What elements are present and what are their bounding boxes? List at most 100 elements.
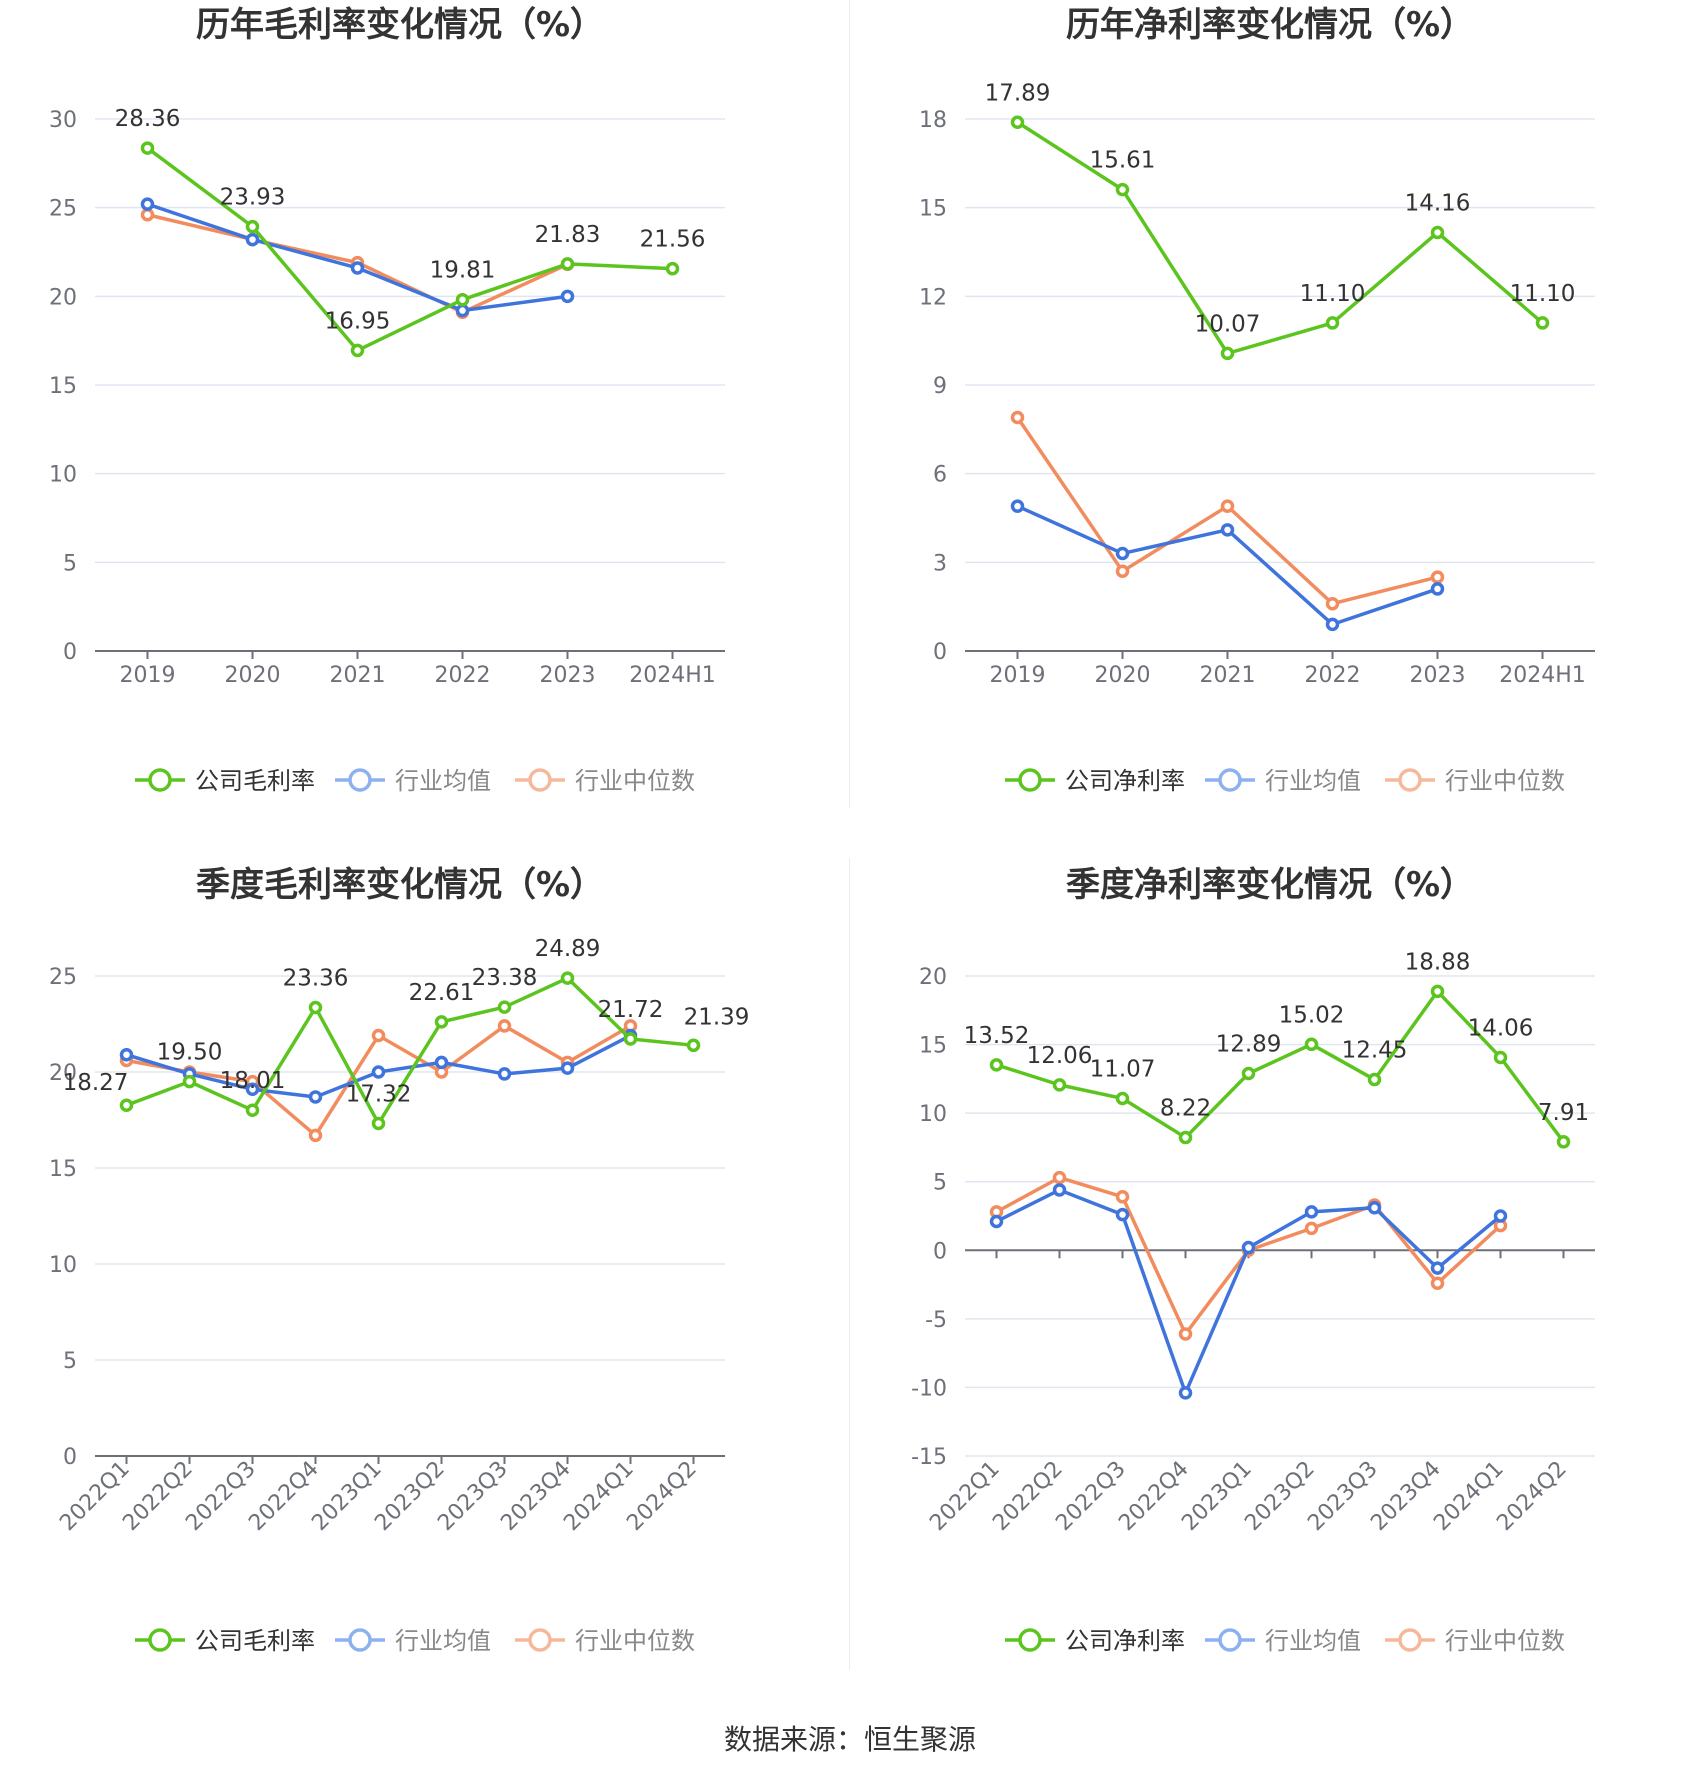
y-tick-label: -10 (911, 1376, 947, 1401)
data-label: 23.93 (220, 185, 286, 211)
data-point (1556, 1135, 1571, 1149)
data-point (1220, 523, 1235, 537)
data-point (140, 208, 155, 222)
data-point (686, 1038, 701, 1053)
legend-label: 公司毛利率 (195, 1627, 315, 1655)
data-point (245, 1103, 260, 1117)
y-tick-label: 3 (933, 551, 947, 576)
data-label: 17.89 (985, 80, 1051, 106)
data-point (455, 303, 470, 318)
data-label: 23.36 (283, 965, 349, 991)
data-label: 14.16 (1405, 190, 1471, 216)
data-point (1115, 564, 1130, 578)
data-point (1430, 582, 1445, 596)
x-tick-label: 2020 (225, 663, 281, 688)
series-line (995, 989, 1565, 1143)
x-tick-label: 2022 (1305, 663, 1361, 688)
data-point (434, 1015, 449, 1029)
x-tick-label: 2019 (990, 663, 1046, 688)
y-tick-label: 5 (63, 551, 77, 576)
data-point (1493, 1050, 1508, 1065)
legend-marker (1218, 1628, 1242, 1652)
data-point (1535, 316, 1550, 330)
legend-marker (1218, 768, 1242, 792)
legend-label: 公司净利率 (1065, 1627, 1185, 1655)
y-tick-label: 0 (63, 1445, 77, 1470)
data-point (1304, 1221, 1319, 1236)
legend-marker (1398, 768, 1422, 792)
y-tick-label: 25 (49, 965, 77, 990)
x-tick-label: 2021 (1200, 663, 1256, 688)
y-tick-label: 0 (933, 1239, 947, 1264)
data-label: 21.72 (598, 997, 664, 1023)
data-point (1430, 570, 1445, 584)
x-tick-label: 2023 (540, 663, 596, 688)
data-point (989, 1058, 1004, 1072)
data-label: 21.83 (535, 222, 601, 248)
y-tick-label: 25 (49, 197, 77, 222)
data-point (371, 1065, 386, 1079)
data-point (497, 1000, 512, 1014)
data-point (1220, 346, 1235, 361)
data-point (1010, 410, 1025, 425)
data-point (1325, 316, 1340, 330)
data-point (1115, 1091, 1130, 1106)
data-label: 22.61 (409, 980, 475, 1006)
data-label: 28.36 (115, 106, 181, 132)
y-tick-label: 9 (933, 374, 947, 399)
data-point (455, 292, 470, 307)
data-label: 24.89 (535, 936, 601, 962)
y-tick-label: 12 (919, 285, 947, 310)
data-label: 19.81 (430, 258, 496, 284)
data-label: 19.50 (157, 1040, 223, 1066)
data-point (1367, 1072, 1382, 1087)
data-label: 11.10 (1510, 281, 1576, 307)
x-tick-label: 2020 (1095, 663, 1151, 688)
data-label: 10.07 (1195, 311, 1261, 337)
data-point (1430, 1261, 1445, 1275)
y-tick-label: 30 (49, 108, 77, 133)
data-point (1430, 225, 1445, 240)
data-point (434, 1055, 449, 1070)
data-point (1010, 115, 1025, 130)
data-point (1115, 182, 1130, 197)
data-label: 18.88 (1405, 949, 1471, 975)
data-label: 11.07 (1090, 1056, 1156, 1082)
data-point (1115, 1207, 1130, 1222)
y-tick-label: 15 (49, 1157, 77, 1182)
legend-label: 行业中位数 (1445, 767, 1565, 795)
x-tick-label: 2023 (1410, 663, 1466, 688)
y-tick-label: 5 (63, 1349, 77, 1374)
data-point (182, 1074, 197, 1089)
legend-marker (1398, 1628, 1422, 1652)
y-tick-label: 20 (49, 1061, 77, 1086)
chart-title: 季度毛利率变化情况（%） (196, 865, 604, 905)
data-point (350, 261, 365, 275)
data-point (497, 1067, 512, 1081)
data-point (1430, 1276, 1445, 1290)
y-tick-label: 10 (49, 1253, 77, 1278)
series-line (1016, 120, 1544, 356)
x-tick-label: 2024H1 (1499, 663, 1586, 688)
data-point (497, 1019, 512, 1033)
legend-label: 行业均值 (1265, 767, 1361, 795)
data-point (1010, 499, 1025, 513)
data-point (1052, 1170, 1067, 1185)
legend-marker (348, 768, 372, 792)
legend-label: 行业均值 (395, 767, 491, 795)
data-point (1052, 1183, 1067, 1197)
x-tick-label: 2019 (120, 663, 176, 688)
y-tick-label: -15 (911, 1445, 947, 1470)
chart-title: 季度净利率变化情况（%） (1066, 865, 1474, 905)
data-point (140, 197, 155, 211)
data-point (989, 1214, 1004, 1229)
y-tick-label: -5 (925, 1308, 947, 1333)
data-point (560, 1061, 575, 1075)
legend-label: 行业中位数 (575, 1627, 695, 1655)
data-point (371, 1116, 386, 1131)
data-label: 21.56 (640, 227, 706, 253)
data-point (245, 219, 260, 234)
legend-marker (348, 1628, 372, 1652)
data-label: 11.10 (1300, 281, 1366, 307)
data-point (371, 1028, 386, 1043)
